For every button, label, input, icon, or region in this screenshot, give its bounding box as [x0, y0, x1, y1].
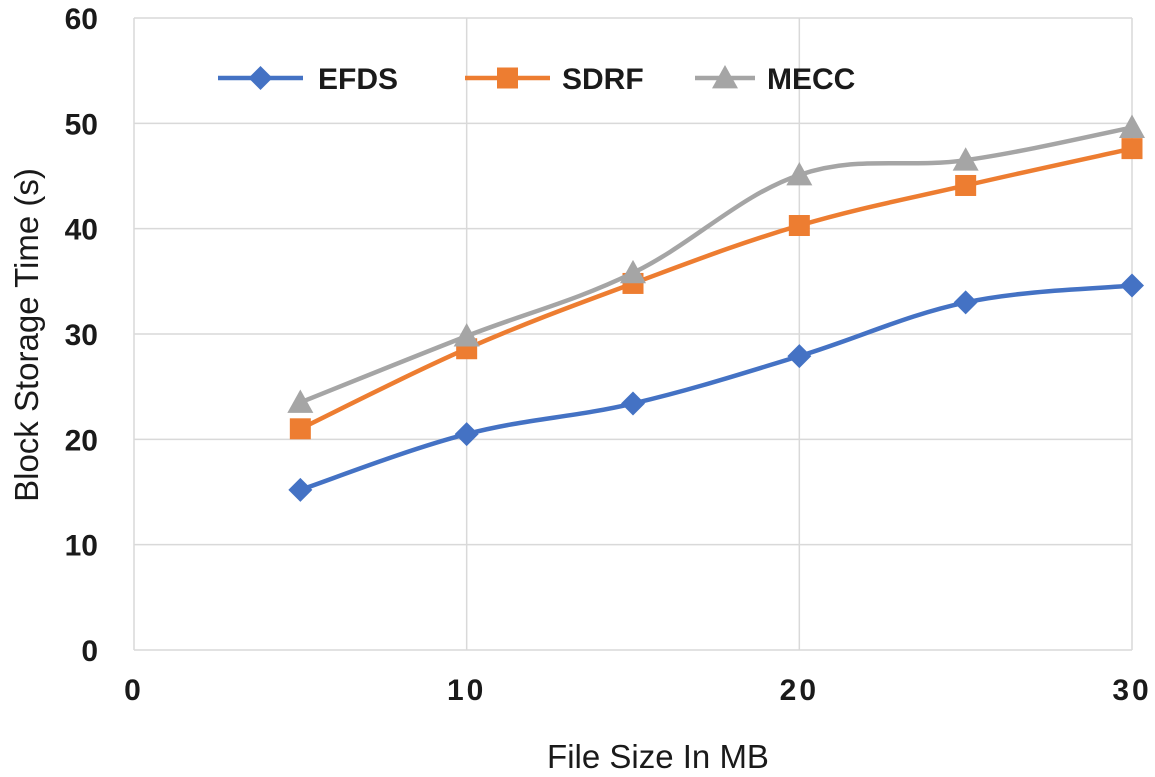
- y-tick-label: 40: [65, 214, 98, 247]
- x-tick-label: 0: [124, 674, 144, 707]
- data-point: [287, 389, 314, 413]
- legend-item: SDRF: [465, 63, 644, 96]
- legend-marker: [248, 66, 273, 90]
- legend-item: MECC: [695, 63, 855, 96]
- data-point: [1121, 138, 1143, 160]
- y-tick-label: 60: [65, 3, 98, 36]
- legend-label: MECC: [767, 63, 855, 96]
- data-point: [453, 323, 480, 347]
- axes: 0 10 20 30 40 50 60 0 10 20 30: [65, 3, 1151, 707]
- x-axis-title: File Size In MB: [547, 738, 769, 775]
- legend-marker: [497, 67, 518, 89]
- data-point: [787, 344, 812, 369]
- series-mecc: [287, 114, 1145, 413]
- series-sdrf: [289, 138, 1143, 440]
- data-point: [788, 215, 810, 237]
- y-tick-label: 50: [65, 108, 98, 141]
- x-tick-label: 30: [1112, 674, 1151, 707]
- series-line: [298, 125, 1135, 405]
- legend-label: SDRF: [562, 63, 644, 96]
- legend-item: EFDS: [218, 63, 398, 96]
- data-point: [454, 422, 479, 447]
- legend: EFDS SDRF MECC: [218, 63, 855, 96]
- y-tick-label: 30: [65, 319, 98, 352]
- y-axis-title: Block Storage Time (s): [8, 168, 45, 502]
- legend-marker: [712, 65, 738, 89]
- y-tick-label: 20: [65, 424, 98, 457]
- data-point: [1119, 114, 1145, 138]
- series-line: [298, 146, 1135, 432]
- y-tick-label: 10: [65, 530, 98, 563]
- data-point: [955, 174, 977, 196]
- data-point: [621, 391, 645, 416]
- x-tick-label: 20: [780, 674, 819, 707]
- x-tick-label: 10: [447, 674, 486, 707]
- data-point: [1120, 273, 1144, 298]
- data-point: [952, 147, 979, 171]
- data-point: [953, 290, 978, 315]
- data-point: [288, 477, 313, 502]
- data-point: [786, 161, 813, 186]
- series-line: [298, 283, 1135, 493]
- series-lines: [287, 114, 1145, 502]
- data-point: [289, 418, 311, 440]
- series-efds: [288, 273, 1144, 502]
- data-point: [620, 259, 646, 284]
- gridlines: [133, 17, 1133, 651]
- legend-label: EFDS: [318, 63, 398, 96]
- y-tick-label: 0: [81, 635, 98, 668]
